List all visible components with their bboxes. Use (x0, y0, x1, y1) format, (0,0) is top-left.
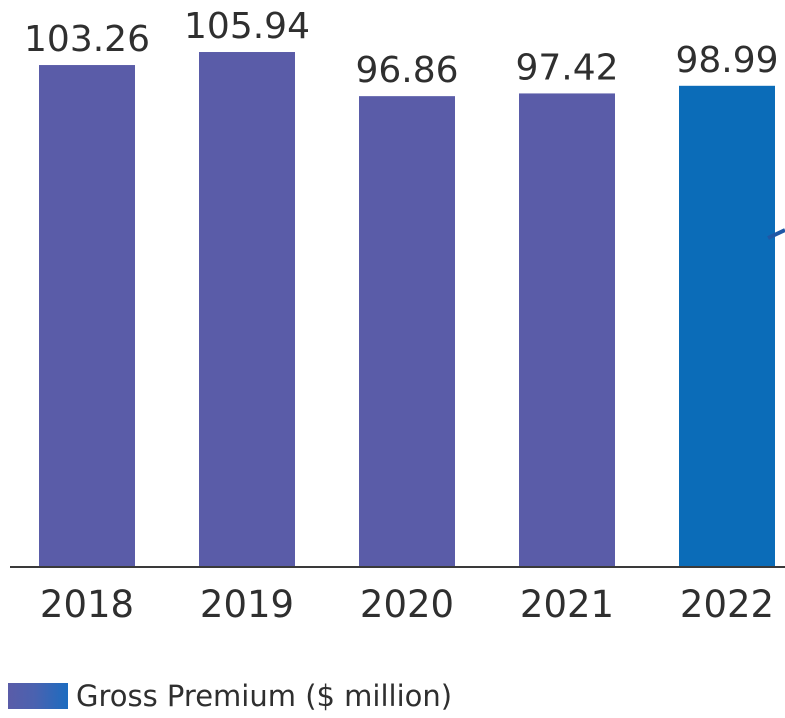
decorative-accent-line (767, 228, 785, 240)
value-labels-group: 103.26 105.94 96.86 97.42 98.99 (24, 6, 779, 91)
x-tick-label-2021: 2021 (520, 583, 614, 626)
legend: Gross Premium ($ million) (8, 676, 452, 716)
value-label-2019: 105.94 (184, 6, 310, 47)
bar-2022 (679, 85, 775, 567)
value-label-2022: 98.99 (675, 40, 778, 81)
x-tick-label-2018: 2018 (40, 583, 134, 626)
bar-2020 (359, 96, 455, 568)
tick-labels-group: 2018 2019 2020 2021 2022 (40, 583, 774, 626)
bar-2021 (519, 93, 615, 568)
value-label-2020: 96.86 (355, 50, 458, 91)
value-label-2021: 97.42 (515, 47, 618, 88)
bar-2019 (199, 52, 295, 567)
bars-group (39, 52, 775, 568)
x-tick-label-2019: 2019 (200, 583, 294, 626)
x-tick-label-2022: 2022 (680, 583, 774, 626)
legend-label: Gross Premium ($ million) (76, 679, 453, 713)
bar-2018 (39, 65, 135, 568)
legend-swatch (8, 683, 68, 709)
value-label-2018: 103.26 (24, 19, 150, 60)
x-tick-label-2020: 2020 (360, 583, 454, 626)
